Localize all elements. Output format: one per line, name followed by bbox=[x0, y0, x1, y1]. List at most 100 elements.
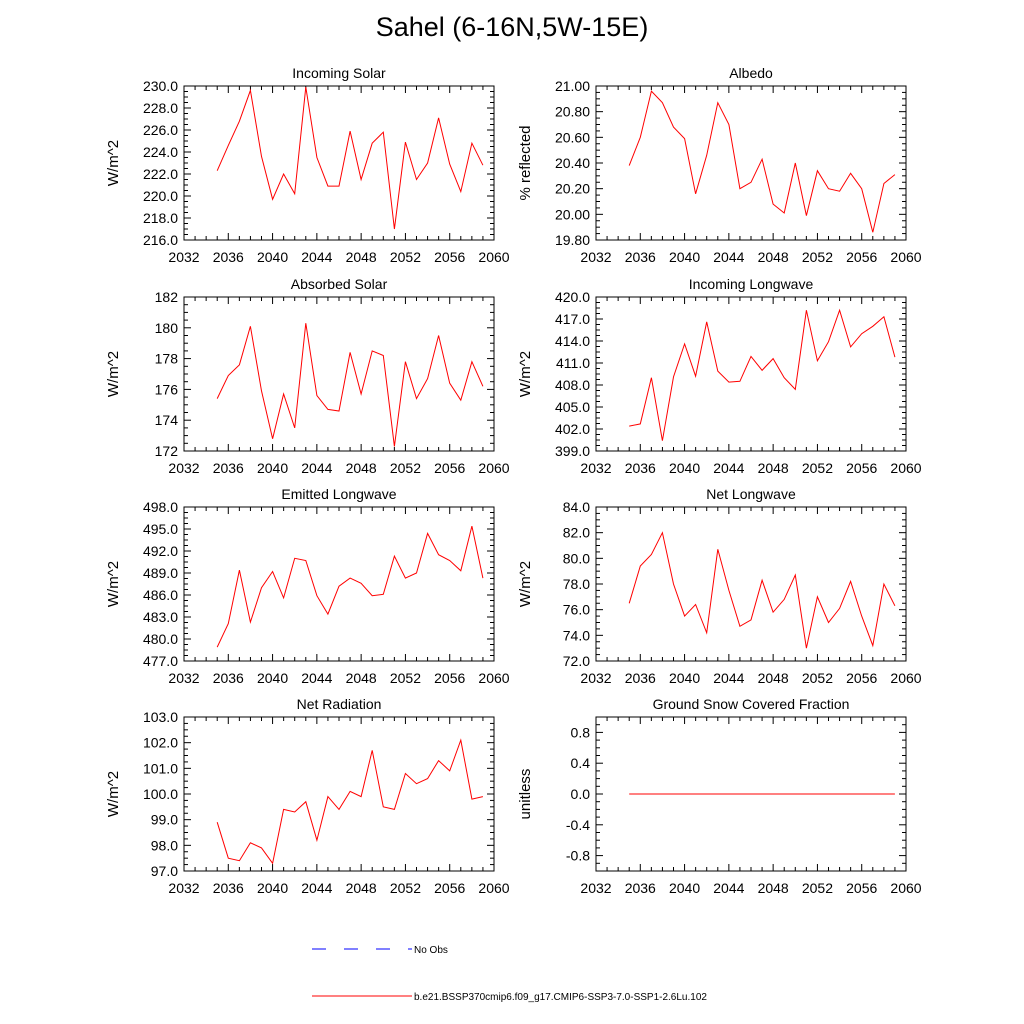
x-tick-label: 2044 bbox=[301, 460, 332, 476]
y-tick-label: 498.0 bbox=[143, 499, 178, 515]
series-line-model bbox=[216, 87, 484, 230]
series-line-model bbox=[628, 90, 896, 233]
y-tick-label: 420.0 bbox=[555, 289, 590, 305]
panel-title: Net Longwave bbox=[706, 486, 796, 502]
y-axis-label: W/m^2 bbox=[105, 561, 122, 607]
y-axis-label: W/m^2 bbox=[517, 561, 534, 607]
y-tick-label: 222.0 bbox=[143, 166, 178, 182]
x-tick-label: 2040 bbox=[669, 460, 700, 476]
y-tick-label: 224.0 bbox=[143, 144, 178, 160]
y-tick-label: 98.0 bbox=[151, 837, 178, 853]
x-tick-label: 2048 bbox=[346, 880, 377, 896]
x-tick-label: 2032 bbox=[580, 460, 611, 476]
panel-title: Incoming Solar bbox=[292, 65, 386, 81]
x-tick-label: 2060 bbox=[890, 670, 921, 686]
x-tick-label: 2040 bbox=[257, 880, 288, 896]
x-tick-label: 2056 bbox=[434, 249, 465, 265]
y-tick-label: -0.8 bbox=[566, 848, 590, 864]
x-tick-label: 2040 bbox=[257, 249, 288, 265]
y-tick-label: 101.0 bbox=[143, 760, 178, 776]
y-axis-label: unitless bbox=[517, 769, 534, 820]
panel-title: Absorbed Solar bbox=[291, 276, 388, 292]
y-axis-label: W/m^2 bbox=[105, 771, 122, 817]
panel-title: Net Radiation bbox=[297, 696, 382, 712]
x-tick-label: 2056 bbox=[434, 460, 465, 476]
y-tick-label: 483.0 bbox=[143, 609, 178, 625]
panel-5: 2032 2036 2040 2044 2048 2052 2056 2060 72.0 74.0… bbox=[517, 486, 922, 686]
legend-label-model: b.e21.BSSP370cmip6.f09_g17.CMIP6-SSP3-7.… bbox=[414, 992, 707, 1003]
x-tick-label: 2056 bbox=[434, 880, 465, 896]
x-tick-label: 2040 bbox=[669, 880, 700, 896]
x-tick-label: 2032 bbox=[168, 249, 199, 265]
y-tick-label: 97.0 bbox=[151, 863, 178, 879]
y-tick-label: 178 bbox=[155, 351, 179, 367]
x-tick-label: 2036 bbox=[625, 249, 656, 265]
x-tick-label: 2036 bbox=[213, 460, 244, 476]
y-tick-label: 78.0 bbox=[563, 576, 590, 592]
y-tick-label: 228.0 bbox=[143, 100, 178, 116]
panel-7: 2032 2036 2040 2044 2048 2052 2056 2060 -0.8 -0.4… bbox=[517, 696, 922, 896]
plot-frame bbox=[183, 506, 495, 662]
x-tick-label: 2048 bbox=[346, 670, 377, 686]
x-tick-label: 2048 bbox=[346, 460, 377, 476]
series-line-model bbox=[216, 525, 484, 648]
y-tick-label: 0.0 bbox=[571, 786, 591, 802]
y-tick-label: 19.80 bbox=[555, 232, 590, 248]
x-tick-label: 2044 bbox=[713, 249, 744, 265]
y-tick-label: 100.0 bbox=[143, 786, 178, 802]
y-tick-label: 218.0 bbox=[143, 210, 178, 226]
x-tick-label: 2032 bbox=[580, 670, 611, 686]
panel-6: 2032 2036 2040 2044 2048 2052 2056 2060 97.0 98.0… bbox=[105, 696, 510, 896]
x-tick-label: 2048 bbox=[758, 880, 789, 896]
figure-title: Sahel (6-16N,5W-15E) bbox=[375, 12, 649, 42]
x-tick-label: 2060 bbox=[478, 880, 509, 896]
x-tick-label: 2048 bbox=[758, 670, 789, 686]
x-tick-label: 2052 bbox=[390, 460, 421, 476]
y-axis-label: W/m^2 bbox=[517, 351, 534, 397]
x-tick-label: 2044 bbox=[301, 670, 332, 686]
panel-0: 2032 2036 2040 2044 2048 2052 2056 2060 216.0 218… bbox=[105, 65, 510, 265]
y-tick-label: 21.00 bbox=[555, 78, 590, 94]
series-line-model bbox=[629, 308, 896, 441]
y-tick-label: 408.0 bbox=[555, 377, 590, 393]
x-tick-label: 2052 bbox=[390, 249, 421, 265]
x-tick-label: 2048 bbox=[758, 460, 789, 476]
x-tick-label: 2044 bbox=[301, 249, 332, 265]
panel-1: 2032 2036 2040 2044 2048 2052 2056 2060 19.80 20.… bbox=[517, 65, 922, 265]
x-tick-label: 2048 bbox=[758, 249, 789, 265]
y-tick-label: 20.40 bbox=[555, 155, 590, 171]
y-tick-label: 180 bbox=[155, 320, 179, 336]
y-tick-label: 220.0 bbox=[143, 188, 178, 204]
y-tick-label: 176 bbox=[155, 381, 179, 397]
y-tick-label: 82.0 bbox=[563, 525, 590, 541]
x-tick-label: 2052 bbox=[390, 880, 421, 896]
panel-2: 2032 2036 2040 2044 2048 2052 2056 2060 172 174 17… bbox=[105, 276, 510, 476]
y-tick-label: 0.4 bbox=[571, 755, 591, 771]
x-tick-label: 2060 bbox=[478, 249, 509, 265]
y-tick-label: 20.60 bbox=[555, 129, 590, 145]
y-tick-label: 72.0 bbox=[563, 653, 590, 669]
y-tick-label: 76.0 bbox=[563, 602, 590, 618]
x-tick-label: 2040 bbox=[669, 670, 700, 686]
x-tick-label: 2060 bbox=[478, 460, 509, 476]
y-tick-label: 486.0 bbox=[143, 587, 178, 603]
x-tick-label: 2040 bbox=[257, 460, 288, 476]
y-tick-label: 103.0 bbox=[143, 709, 178, 725]
x-tick-label: 2044 bbox=[301, 880, 332, 896]
panel-title: Emitted Longwave bbox=[281, 486, 396, 502]
x-tick-label: 2060 bbox=[890, 880, 921, 896]
y-tick-label: 417.0 bbox=[555, 311, 590, 327]
panel-title: Ground Snow Covered Fraction bbox=[653, 696, 850, 712]
plot-frame bbox=[595, 296, 907, 452]
x-tick-label: 2056 bbox=[846, 460, 877, 476]
y-tick-label: 495.0 bbox=[143, 521, 178, 537]
panel-title: Incoming Longwave bbox=[689, 276, 814, 292]
y-tick-label: 172 bbox=[155, 443, 179, 459]
x-tick-label: 2036 bbox=[625, 460, 656, 476]
x-tick-label: 2060 bbox=[890, 460, 921, 476]
y-tick-label: 174 bbox=[155, 412, 179, 428]
x-tick-label: 2060 bbox=[478, 670, 509, 686]
y-axis-label: W/m^2 bbox=[105, 140, 122, 186]
y-tick-label: 492.0 bbox=[143, 543, 178, 559]
y-tick-label: 80.0 bbox=[563, 550, 590, 566]
